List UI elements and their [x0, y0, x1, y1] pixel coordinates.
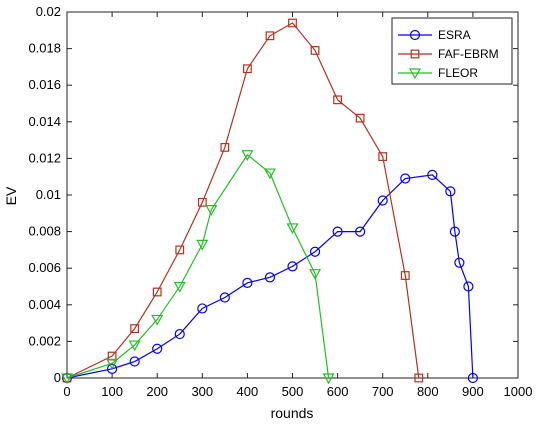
circle-marker [467, 372, 478, 384]
circle-marker [409, 29, 421, 41]
y-tick-label: 0.016 [28, 77, 61, 92]
square-marker [243, 64, 252, 74]
triangle-marker [128, 340, 141, 352]
x-tick-label: 800 [417, 384, 439, 399]
y-tick-label: 0.014 [28, 114, 61, 129]
legend-label: FAF-EBRM [438, 47, 499, 61]
square-marker [288, 18, 297, 28]
circle-marker [449, 226, 460, 237]
triangle-marker [408, 68, 422, 80]
x-tick-label: 900 [462, 384, 484, 399]
x-tick-label: 1000 [504, 384, 533, 399]
x-tick-label: 700 [372, 384, 394, 399]
axis-ticks: 0 100 200 300 400 500 600 700 800 900 1000 0 0.002 0.… [28, 4, 532, 399]
square-marker [355, 113, 365, 123]
legend-entry: ESRA [398, 28, 471, 42]
y-tick-label: 0.006 [28, 260, 61, 275]
circle-marker [355, 226, 366, 237]
x-tick-label: 0 [63, 384, 70, 399]
square-marker [414, 373, 424, 383]
triangle-marker [196, 239, 209, 251]
series-layer [60, 18, 478, 385]
y-tick-label: 0.012 [28, 150, 61, 165]
circle-marker [445, 186, 456, 197]
square-marker [152, 287, 162, 297]
x-tick-label: 200 [146, 384, 168, 399]
square-marker [130, 324, 140, 333]
triangle-marker [151, 314, 164, 326]
circle-marker [463, 281, 474, 292]
x-tick-label: 100 [101, 384, 123, 399]
triangle-marker [322, 373, 335, 385]
square-marker [265, 31, 275, 41]
triangle-marker [263, 168, 276, 180]
y-tick-label: 0.02 [36, 4, 61, 19]
triangle-marker [309, 269, 322, 280]
square-marker [175, 245, 185, 255]
legend-label: ESRA [438, 28, 471, 42]
circle-marker [219, 292, 230, 303]
circle-marker [454, 257, 465, 268]
y-tick-label: 0 [54, 370, 61, 385]
y-tick-label: 0.018 [28, 41, 61, 56]
triangle-marker [106, 358, 119, 370]
y-tick-label: 0.008 [28, 224, 61, 239]
x-tick-label: 300 [191, 384, 213, 399]
square-marker [378, 152, 388, 161]
triangle-marker [205, 205, 218, 216]
circle-marker [309, 246, 321, 257]
triangle-marker [60, 373, 74, 385]
circle-marker [377, 195, 388, 206]
square-marker [310, 46, 320, 55]
square-marker [220, 143, 230, 152]
legend: ESRA FAF-EBRM FLEOR [391, 17, 513, 85]
triangle-marker [286, 223, 299, 235]
circle-marker [427, 169, 438, 180]
y-tick-label: 0.004 [28, 297, 61, 312]
circle-marker [174, 328, 185, 340]
circle-marker [264, 272, 276, 283]
x-tick-label: 400 [237, 384, 259, 399]
x-axis-title: rounds [271, 405, 314, 421]
series-line [66, 153, 330, 379]
x-tick-label: 600 [327, 384, 349, 399]
square-marker [400, 271, 410, 280]
y-axis-title: EV [3, 186, 19, 205]
series-line [66, 174, 474, 379]
square-marker [410, 49, 420, 59]
circle-marker [242, 277, 253, 288]
legend-entry: FLEOR [398, 66, 478, 80]
triangle-marker [241, 150, 254, 161]
circle-marker [332, 226, 343, 237]
series-faf-ebrm [62, 18, 424, 383]
circle-marker [152, 343, 163, 354]
circle-marker [197, 303, 208, 314]
triangle-marker [173, 281, 186, 293]
legend-entry: FAF-EBRM [398, 47, 499, 61]
circle-marker [129, 356, 140, 367]
legend-label: FLEOR [438, 66, 478, 80]
square-marker [333, 95, 342, 105]
series-fleor [60, 150, 335, 385]
series-line [66, 22, 420, 379]
y-tick-label: 0.01 [36, 187, 61, 202]
y-tick-label: 0.002 [28, 333, 61, 348]
x-tick-label: 500 [282, 384, 304, 399]
circle-marker [400, 173, 411, 184]
square-marker [197, 197, 207, 207]
circle-marker [287, 261, 298, 272]
circle-marker [106, 363, 118, 374]
